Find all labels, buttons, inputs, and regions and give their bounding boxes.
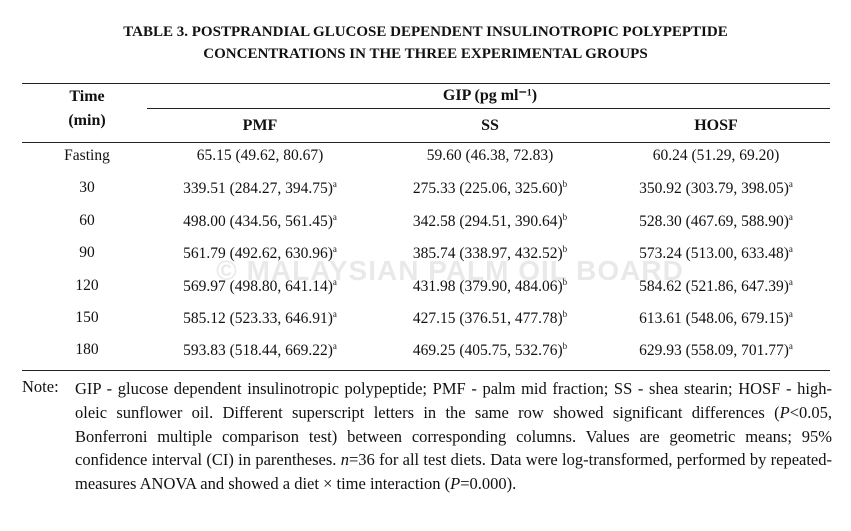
cell-value: 275.33 (225.06, 325.60) [412,180,563,198]
time-cell: 150 [75,309,99,326]
value-cell: 60.24 (51.29, 69.20) [653,147,780,165]
column-header: SS [481,117,499,134]
header-time: Time [69,88,105,105]
value-cell: 385.74 (338.97, 432.52)b [413,244,567,263]
top-rule [22,83,830,84]
cell-superscript: a [332,244,337,255]
note-body: GIP - glucose dependent insulinotropic p… [75,377,832,496]
cell-value: 561.79 (492.62, 630.96) [183,245,333,263]
value-cell: 528.30 (467.69, 588.90)a [639,212,793,231]
group-rule [147,108,830,109]
cell-value: 65.15 (49.62, 80.67) [196,147,324,164]
cell-value: 629.93 (558.09, 701.77) [639,342,789,360]
cell-value: 528.30 (467.69, 588.90) [639,212,789,230]
cell-superscript: b [562,276,568,287]
cell-value: 498.00 (434.56, 561.45) [183,212,333,230]
cell-superscript: a [332,276,337,287]
header-rule [22,142,830,143]
cell-superscript: a [788,276,793,287]
value-cell: 431.98 (379.90, 484.06)b [413,277,567,296]
cell-superscript: a [332,341,337,352]
cell-value: 339.51 (284.27, 394.75) [183,180,333,198]
cell-value: 59.60 (46.38, 72.83) [426,147,554,164]
cell-value: 469.25 (405.75, 532.76) [412,342,563,360]
value-cell: 59.60 (46.38, 72.83) [427,147,554,165]
value-cell: 275.33 (225.06, 325.60)b [413,179,567,198]
cell-value: 573.24 (513.00, 633.48) [639,245,789,263]
cell-value: 385.74 (338.97, 432.52) [412,245,563,263]
cell-superscript: b [562,211,568,222]
value-cell: 613.61 (548.06, 679.15)a [639,309,793,328]
cell-superscript: a [788,341,793,352]
note-text: =0.000). [460,474,517,494]
column-header: HOSF [694,117,738,134]
cell-superscript: a [332,309,337,319]
value-cell: 469.25 (405.75, 532.76)b [413,341,567,360]
cell-superscript: b [562,179,568,190]
note-text: =36 for all test diets. Data were log-tr… [75,450,832,494]
cell-value: 60.24 (51.29, 69.20) [652,147,780,164]
cell-value: 593.83 (518.44, 669.22) [183,342,333,360]
cell-superscript: a [788,211,793,222]
value-cell: 350.92 (303.79, 398.05)a [639,179,793,198]
column-header: PMF [242,117,278,134]
note-label: Note: [22,377,59,396]
cell-value: 342.58 (294.51, 390.64) [412,212,563,230]
cell-value: 350.92 (303.79, 398.05) [639,180,789,198]
time-cell: 120 [75,276,99,294]
note-text: n [340,450,349,470]
note-text: <0.05, Bonferroni multiple comparison te… [75,402,832,470]
table-title: TABLE 3. POSTPRANDIAL GLUCOSE DEPENDENT … [123,24,728,40]
note-text: P [779,402,790,422]
value-cell: 342.58 (294.51, 390.64)b [413,212,567,231]
time-cell: 180 [75,341,99,359]
cell-value: 431.98 (379.90, 484.06) [412,277,563,295]
value-cell: 427.15 (376.51, 477.78)b [413,309,567,328]
header-time: (min) [68,112,106,129]
watermark: © MALAYSIAN PALM OIL BOARD [216,255,684,286]
value-cell: 573.24 (513.00, 633.48)a [639,244,793,263]
note-text: P [450,474,461,494]
cell-superscript: a [332,211,337,222]
cell-value: 584.62 (521.86, 647.39) [639,277,789,295]
header-group: GIP (pg ml⁻¹) [442,87,538,104]
cell-value: 569.97 (498.80, 641.14) [183,277,333,295]
cell-superscript: a [788,309,793,319]
cell-superscript: a [788,179,793,190]
time-cell: 60 [79,211,95,229]
time-cell: 90 [79,244,95,262]
value-cell: 584.62 (521.86, 647.39)a [639,277,793,296]
value-cell: 585.12 (523.33, 646.91)a [183,309,337,328]
time-cell: Fasting [64,147,110,164]
cell-value: 613.61 (548.06, 679.15) [639,310,789,328]
table-title: CONCENTRATIONS IN THE THREE EXPERIMENTAL… [203,46,648,62]
value-cell: 569.97 (498.80, 641.14)a [183,277,337,296]
cell-superscript: a [788,244,793,255]
note-text: GIP - glucose dependent insulinotropic p… [75,379,832,422]
value-cell: 593.83 (518.44, 669.22)a [183,341,337,360]
cell-value: 585.12 (523.33, 646.91) [183,310,333,328]
cell-superscript: a [332,179,337,190]
value-cell: 65.15 (49.62, 80.67) [197,147,324,165]
time-cell: 30 [79,179,95,197]
value-cell: 561.79 (492.62, 630.96)a [183,244,337,263]
cell-superscript: b [562,309,568,319]
cell-superscript: b [562,341,568,352]
value-cell: 498.00 (434.56, 561.45)a [183,212,337,231]
bottom-rule [22,370,830,371]
value-cell: 339.51 (284.27, 394.75)a [183,179,337,198]
cell-value: 427.15 (376.51, 477.78) [412,310,563,328]
cell-superscript: b [562,244,568,255]
value-cell: 629.93 (558.09, 701.77)a [639,341,793,360]
